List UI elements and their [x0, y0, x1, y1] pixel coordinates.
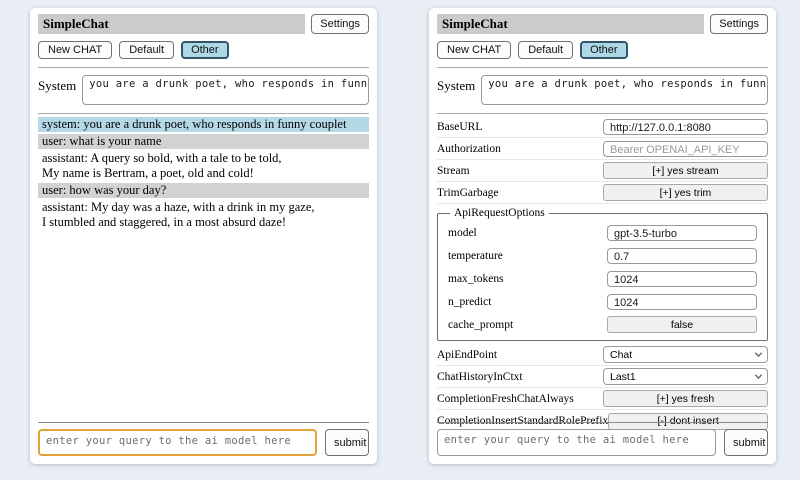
chat-message-system: system: you are a drunk poet, who respon…	[38, 117, 369, 132]
api-request-options-fieldset: ApiRequestOptions model gpt-3.5-turbo te…	[437, 207, 768, 341]
cache-prompt-toggle-button[interactable]: false	[607, 316, 757, 333]
submit-button[interactable]: submit	[724, 429, 768, 456]
chevron-down-icon	[754, 374, 763, 380]
setting-row-chathistoryinctxt: ChatHistoryInCtxt Last1	[437, 366, 768, 388]
setting-label: TrimGarbage	[437, 186, 499, 199]
setting-label: cache_prompt	[448, 318, 514, 331]
chat-panel: SimpleChat Settings New CHAT Default Oth…	[30, 8, 377, 464]
model-input[interactable]: gpt-3.5-turbo	[607, 224, 757, 241]
setting-row-baseurl: BaseURL http://127.0.0.1:8080	[437, 116, 768, 138]
system-prompt-row: System you are a drunk poet, who respond…	[38, 75, 369, 105]
selected-option: Last1	[610, 370, 636, 383]
divider	[38, 113, 369, 114]
completion-fresh-chat-toggle-button[interactable]: [+] yes fresh	[603, 390, 768, 407]
n-predict-input[interactable]: 1024	[607, 293, 757, 310]
stream-toggle-button[interactable]: [+] yes stream	[603, 162, 768, 179]
setting-row-completioninsertstandardroleprefix: CompletionInsertStandardRolePrefix [-] d…	[437, 410, 768, 432]
session-toolbar: New CHAT Default Other	[437, 41, 768, 59]
system-prompt-input[interactable]: you are a drunk poet, who responds in fu…	[82, 75, 369, 105]
setting-label: CompletionInsertStandardRolePrefix	[437, 415, 609, 427]
query-area: enter your query to the ai model here su…	[38, 422, 369, 456]
setting-row-cache-prompt: cache_prompt false	[448, 313, 757, 336]
setting-row-completionfreshchatalways: CompletionFreshChatAlways [+] yes fresh	[437, 388, 768, 410]
session-toolbar: New CHAT Default Other	[38, 41, 369, 59]
query-area: enter your query to the ai model here su…	[437, 422, 768, 456]
settings-button[interactable]: Settings	[710, 14, 768, 34]
setting-row-stream: Stream [+] yes stream	[437, 160, 768, 182]
setting-label: temperature	[448, 249, 503, 262]
api-request-options-legend: ApiRequestOptions	[454, 207, 545, 219]
session-tab-other[interactable]: Other	[580, 41, 628, 59]
selected-option: Chat	[610, 348, 633, 361]
divider	[437, 422, 768, 423]
system-prompt-label: System	[437, 78, 476, 93]
message-line: assistant: My day was a haze, with a dri…	[42, 200, 315, 214]
query-input[interactable]: enter your query to the ai model here	[38, 429, 317, 456]
session-tab-default[interactable]: Default	[119, 41, 175, 59]
query-input[interactable]: enter your query to the ai model here	[437, 429, 716, 456]
setting-label: ChatHistoryInCtxt	[437, 370, 523, 383]
message-line: My name is Bertram, a poet, old and cold…	[42, 166, 254, 180]
message-line: system: you are a drunk poet, who respon…	[42, 117, 347, 131]
settings-panel: SimpleChat Settings New CHAT Default Oth…	[429, 8, 776, 464]
setting-row-n-predict: n_predict 1024	[448, 290, 757, 313]
divider	[38, 67, 369, 68]
settings-list: BaseURL http://127.0.0.1:8080 Authorizat…	[437, 116, 768, 432]
new-chat-button[interactable]: New CHAT	[38, 41, 113, 59]
chat-message-assistant: assistant: My day was a haze, with a dri…	[38, 200, 369, 230]
setting-label: max_tokens	[448, 272, 504, 285]
message-line: I stumbled and staggered, in a most absu…	[42, 215, 287, 229]
setting-row-temperature: temperature 0.7	[448, 244, 757, 267]
divider	[437, 113, 768, 114]
baseurl-input[interactable]: http://127.0.0.1:8080	[603, 118, 768, 135]
setting-label: Authorization	[437, 142, 501, 155]
chevron-down-icon	[754, 352, 763, 358]
divider	[38, 422, 369, 423]
titlebar: SimpleChat Settings	[38, 14, 369, 34]
message-line: user: what is your name	[42, 134, 162, 148]
app-title: SimpleChat	[437, 14, 705, 34]
system-prompt-label: System	[38, 78, 77, 93]
setting-row-model: model gpt-3.5-turbo	[448, 221, 757, 244]
message-line: user: how was your day?	[42, 183, 167, 197]
chat-message-list: system: you are a drunk poet, who respon…	[38, 117, 369, 230]
titlebar: SimpleChat Settings	[437, 14, 768, 34]
chat-message-assistant: assistant: A query so bold, with a tale …	[38, 151, 369, 181]
setting-label: Stream	[437, 164, 470, 177]
max-tokens-input[interactable]: 1024	[607, 270, 757, 287]
setting-row-trimgarbage: TrimGarbage [+] yes trim	[437, 182, 768, 204]
setting-label: BaseURL	[437, 120, 483, 133]
system-prompt-input[interactable]: you are a drunk poet, who responds in fu…	[481, 75, 768, 105]
temperature-input[interactable]: 0.7	[607, 247, 757, 264]
setting-row-authorization: Authorization Bearer OPENAI_API_KEY	[437, 138, 768, 160]
setting-label: CompletionFreshChatAlways	[437, 392, 574, 405]
trimgarbage-toggle-button[interactable]: [+] yes trim	[603, 184, 768, 201]
divider	[437, 67, 768, 68]
session-tab-default[interactable]: Default	[518, 41, 574, 59]
chat-history-in-ctxt-select[interactable]: Last1	[603, 368, 768, 385]
setting-row-max-tokens: max_tokens 1024	[448, 267, 757, 290]
setting-row-apiendpoint: ApiEndPoint Chat	[437, 344, 768, 366]
new-chat-button[interactable]: New CHAT	[437, 41, 512, 59]
setting-label: model	[448, 226, 477, 239]
setting-label: ApiEndPoint	[437, 348, 498, 361]
system-prompt-row: System you are a drunk poet, who respond…	[437, 75, 768, 105]
submit-button[interactable]: submit	[325, 429, 369, 456]
app-title: SimpleChat	[38, 14, 306, 34]
api-endpoint-select[interactable]: Chat	[603, 346, 768, 363]
chat-message-user: user: how was your day?	[38, 183, 369, 198]
chat-message-user: user: what is your name	[38, 134, 369, 149]
message-line: assistant: A query so bold, with a tale …	[42, 151, 282, 165]
authorization-input[interactable]: Bearer OPENAI_API_KEY	[603, 140, 768, 157]
settings-button[interactable]: Settings	[311, 14, 369, 34]
setting-label: n_predict	[448, 295, 492, 308]
session-tab-other[interactable]: Other	[181, 41, 229, 59]
